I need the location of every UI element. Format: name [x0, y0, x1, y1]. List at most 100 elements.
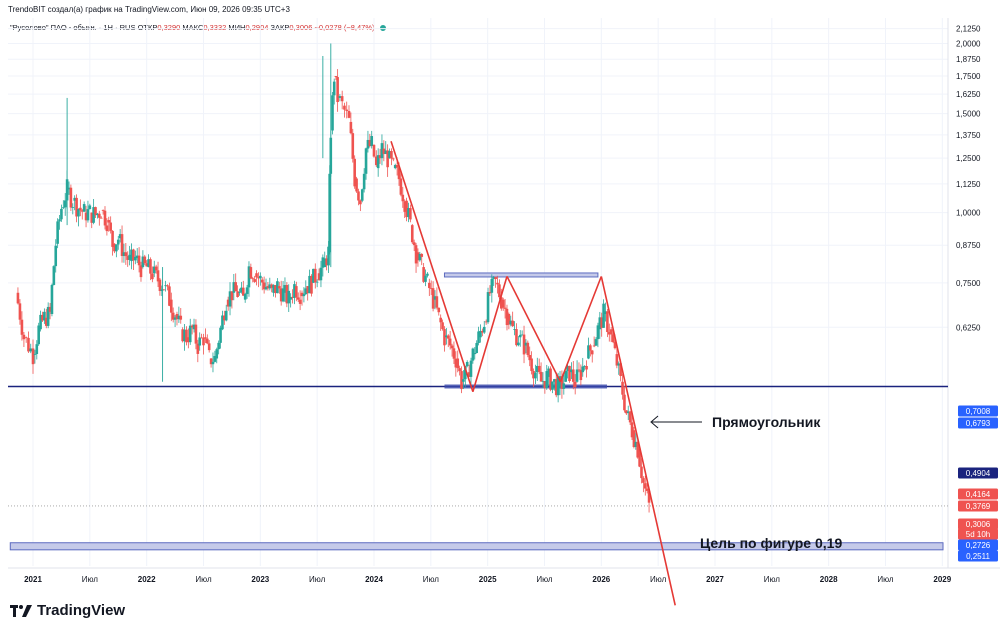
candle-body: [570, 369, 573, 373]
price-badge-label: 0,4904: [966, 469, 991, 478]
candle-body: [498, 284, 501, 298]
candle-body: [524, 342, 528, 346]
candle-body: [224, 310, 228, 321]
candle-body: [39, 314, 42, 330]
candle-body: [281, 288, 285, 302]
candle-body: [334, 76, 338, 78]
x-tick-label: 2023: [251, 575, 269, 584]
candle-body: [325, 258, 328, 266]
candle-body: [638, 448, 641, 467]
candle-body: [372, 144, 376, 157]
price-badge-label: 0,2511: [966, 552, 990, 561]
symbol-name: "Русолово" ПАО - обыкн. · 1Н · RUS: [10, 23, 136, 32]
x-tick-label: 2022: [138, 575, 156, 584]
candle-body: [223, 315, 226, 321]
candle-body: [54, 245, 58, 267]
candle-body: [376, 155, 380, 169]
candle-body: [158, 279, 162, 292]
candle-body: [128, 254, 131, 260]
candle-body: [44, 317, 48, 326]
pattern-line: [472, 276, 508, 392]
candle-body: [490, 278, 494, 293]
candle-body: [607, 332, 611, 335]
candle-body: [69, 187, 73, 208]
candle-body: [175, 314, 179, 320]
candle-body: [446, 335, 450, 339]
candle-body: [590, 350, 594, 355]
candle-body: [543, 381, 547, 389]
candle-body: [296, 297, 300, 300]
candle-body: [63, 200, 67, 208]
symbol-info: "Русолово" ПАО - обыкн. · 1Н · RUS ОТКР0…: [10, 23, 386, 32]
candle-body: [149, 259, 152, 274]
x-tick-label: Июл: [536, 575, 553, 584]
candle-body: [107, 220, 111, 223]
candle-body: [230, 291, 234, 301]
candle-body: [98, 213, 101, 218]
tradingview-brand[interactable]: TradingView: [10, 602, 125, 619]
candle-body: [551, 381, 554, 390]
candle-body: [317, 273, 321, 281]
y-tick-label: 1,8750: [956, 55, 981, 64]
candle-body: [115, 244, 118, 252]
target-annotation: Цель по фигуре 0,19: [700, 535, 842, 551]
candle-body: [647, 490, 651, 503]
candle-body: [585, 365, 588, 370]
candle-body: [619, 363, 622, 377]
candle-body: [298, 299, 302, 304]
candle-body: [431, 288, 435, 309]
candle-body: [327, 246, 330, 266]
candle-body: [445, 335, 448, 338]
x-tick-label: 2029: [933, 575, 951, 584]
candle-body: [556, 376, 560, 396]
candle-body: [469, 360, 473, 377]
candle-body: [228, 291, 232, 307]
candle-body: [366, 139, 370, 149]
candle-body: [560, 376, 564, 389]
candle-body: [126, 256, 130, 260]
candle-body: [249, 267, 253, 279]
market-status-icon: [379, 25, 386, 32]
candle-body: [448, 338, 452, 346]
candle-body: [101, 210, 105, 211]
candle-body: [213, 356, 217, 362]
pattern-line: [390, 140, 474, 392]
pattern-line: [559, 276, 603, 383]
candle-body: [154, 266, 158, 271]
candle-body: [181, 329, 184, 342]
candle-body: [452, 348, 456, 359]
candle-body: [236, 291, 239, 297]
candle-body: [405, 200, 408, 218]
candle-body: [505, 308, 509, 326]
candle-body: [238, 292, 241, 293]
y-tick-label: 2,0000: [956, 39, 981, 48]
candle-body: [300, 292, 304, 297]
candle-body: [147, 259, 150, 268]
candle-body: [594, 339, 598, 346]
candle-body: [349, 121, 353, 134]
candle-body: [479, 330, 482, 338]
candle-body: [460, 371, 463, 390]
candle-body: [581, 366, 585, 373]
close-label: ЗАКР: [270, 23, 290, 32]
candle-body: [18, 303, 22, 320]
candle-body: [598, 317, 602, 330]
candle-body: [188, 325, 192, 343]
candle-body: [58, 219, 61, 222]
candle-body: [351, 133, 355, 159]
candle-body: [24, 337, 28, 339]
candle-body: [336, 77, 339, 103]
candle-body: [116, 239, 120, 245]
candle-body: [332, 81, 336, 96]
price-badge: [958, 467, 998, 479]
candle-body: [518, 334, 522, 338]
candle-body: [360, 189, 364, 201]
candle-body: [287, 290, 291, 304]
candle-body: [302, 294, 306, 297]
candle-body: [636, 441, 639, 458]
candle-body: [164, 285, 167, 287]
candle-body: [392, 158, 395, 160]
candle-body: [109, 222, 112, 231]
candle-body: [503, 307, 507, 309]
